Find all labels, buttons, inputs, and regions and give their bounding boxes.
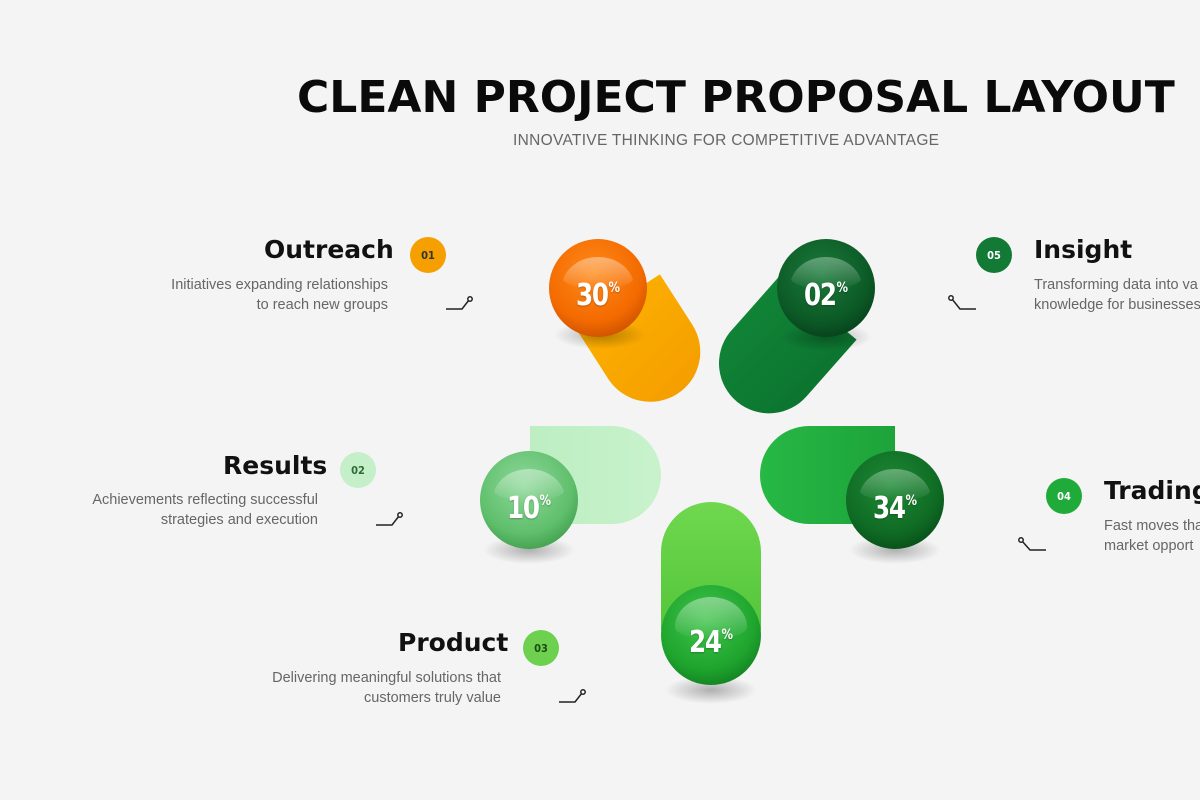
heading-outreach: Outreach xyxy=(264,235,394,264)
desc-trading: Fast moves tha market opport xyxy=(1104,518,1200,554)
petal-results xyxy=(480,426,661,564)
badge-product: 03 xyxy=(523,630,559,666)
heading-results: Results xyxy=(223,451,328,480)
page-subtitle: INNOVATIVE THINKING FOR COMPETITIVE ADVA… xyxy=(513,132,940,149)
badge-results: 02 xyxy=(340,452,376,488)
desc-outreach: Initiatives expanding relationships to re… xyxy=(171,277,388,313)
desc-results: Achievements reflecting successful strate… xyxy=(92,492,318,528)
percent-results: 10% xyxy=(506,491,552,526)
heading-insight: Insight xyxy=(1034,235,1133,264)
badge-trading: 04 xyxy=(1046,478,1082,514)
percent-trading: 34% xyxy=(872,491,918,526)
percent-outreach: 30% xyxy=(575,278,621,313)
heading-product: Product xyxy=(398,628,509,657)
petal-trading xyxy=(760,426,944,564)
percent-insight: 02% xyxy=(803,278,849,313)
heading-trading: Trading xyxy=(1104,476,1200,505)
badge-outreach: 01 xyxy=(410,237,446,273)
badge-insight: 05 xyxy=(976,237,1012,273)
petal-product xyxy=(661,502,761,704)
petal-insight xyxy=(718,239,875,414)
desc-product: Delivering meaningful solutions that cust… xyxy=(272,670,501,706)
page-title: CLEAN PROJECT PROPOSAL LAYOUT xyxy=(297,72,1175,123)
petal-outreach xyxy=(549,239,701,402)
connector-lines xyxy=(376,295,1046,703)
percent-product: 24% xyxy=(688,625,734,660)
desc-insight: Transforming data into va knowledge for b… xyxy=(1034,277,1200,313)
